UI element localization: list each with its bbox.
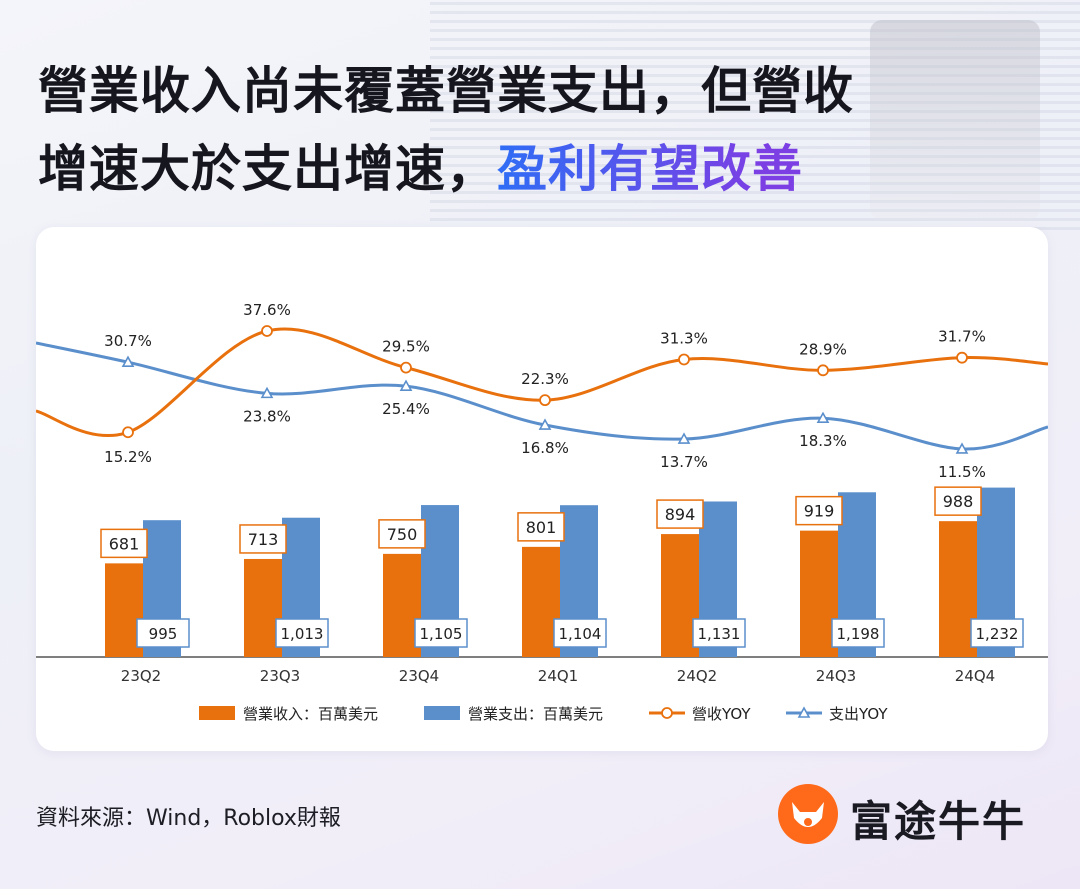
revenue-label-box xyxy=(656,499,704,529)
x-tick-label: 23Q4 xyxy=(399,667,439,685)
x-tick-label: 23Q2 xyxy=(121,667,161,685)
legend-label-revenue-yoy: 營收YOY xyxy=(692,705,751,723)
revenue-yoy-line xyxy=(36,327,1048,438)
revenue-label-box xyxy=(100,528,148,559)
expense-data-label: 1,131 xyxy=(698,625,741,643)
legend-marker-expense-yoy xyxy=(797,706,811,718)
expense-yoy-point xyxy=(955,442,969,454)
expense-yoy-point xyxy=(399,379,413,391)
expense-data-label: 995 xyxy=(149,625,178,643)
title-line-2-plain: 增速大於支出增速， xyxy=(38,140,497,198)
expense-label-box xyxy=(136,618,190,648)
expense-yoy-label: 11.5% xyxy=(938,463,986,481)
expense-label-box xyxy=(553,618,607,648)
expense-label-box xyxy=(970,618,1024,648)
revenue-yoy-label: 31.7% xyxy=(938,328,986,346)
title-line-1: 營業收入尚未覆蓋營業支出，但營收 xyxy=(38,62,854,120)
revenue-yoy-label: 31.3% xyxy=(660,329,708,347)
x-tick-label: 24Q3 xyxy=(816,667,856,685)
expense-data-label: 1,013 xyxy=(281,625,324,643)
revenue-yoy-point xyxy=(261,325,273,337)
expense-data-label: 1,232 xyxy=(976,625,1019,643)
revenue-yoy-point xyxy=(400,361,412,374)
revenue-label-box xyxy=(934,486,982,516)
revenue-yoy-label: 15.2% xyxy=(104,448,152,466)
title-line-2: 增速大於支出增速，盈利有望改善 xyxy=(38,130,1038,208)
chart: 681 995 23Q2 713 1,013 23Q3 750 1,105 23Q4 801 1,1… xyxy=(36,301,1048,723)
background-illustration xyxy=(870,20,1040,220)
legend-label-expense-yoy: 支出YOY xyxy=(829,705,888,723)
x-tick-label: 23Q3 xyxy=(260,667,300,685)
revenue-data-label: 681 xyxy=(109,534,140,553)
revenue-yoy-label: 29.5% xyxy=(382,338,430,356)
revenue-label-box xyxy=(795,495,843,526)
chart-card: 681 995 23Q2 713 1,013 23Q3 750 1,105 23Q4 801 1,1… xyxy=(36,227,1048,751)
revenue-data-label: 713 xyxy=(248,530,279,549)
source-note: 資料來源：Wind，Roblox財報 xyxy=(36,806,341,831)
title-highlight: 盈利有望改善 xyxy=(497,140,803,198)
revenue-data-label: 894 xyxy=(665,505,696,524)
revenue-data-label: 919 xyxy=(804,502,835,521)
brand-logo: 富途牛牛 xyxy=(778,784,1058,848)
expense-yoy-point xyxy=(260,386,274,399)
legend-label-revenue: 營業收入：百萬美元 xyxy=(243,705,378,723)
expense-yoy-label: 30.7% xyxy=(104,332,152,350)
expense-yoy-point xyxy=(816,411,830,424)
legend-swatch-revenue xyxy=(199,706,235,720)
revenue-yoy-point xyxy=(122,426,134,439)
brand-name: 富途牛牛 xyxy=(850,797,1027,846)
x-tick-label: 24Q1 xyxy=(538,667,578,685)
revenue-label-box xyxy=(239,524,287,554)
expense-data-label: 1,105 xyxy=(420,625,463,643)
revenue-data-label: 750 xyxy=(387,525,418,544)
revenue-yoy-point xyxy=(539,394,551,407)
revenue-yoy-point xyxy=(678,353,690,366)
expense-data-label: 1,104 xyxy=(559,625,602,643)
revenue-yoy-label: 37.6% xyxy=(243,301,291,319)
revenue-yoy-label: 22.3% xyxy=(521,370,569,388)
expense-yoy-label: 16.8% xyxy=(521,439,569,457)
expense-yoy-label: 18.3% xyxy=(799,432,847,450)
expense-yoy-point xyxy=(677,432,691,444)
expense-label-box xyxy=(831,618,885,648)
expense-yoy-label: 25.4% xyxy=(382,400,430,418)
expense-label-box xyxy=(414,618,468,648)
revenue-data-label: 988 xyxy=(943,492,974,511)
expense-label-box xyxy=(275,618,329,648)
expense-yoy-point xyxy=(538,418,552,430)
revenue-yoy-label: 28.9% xyxy=(799,340,847,358)
expense-yoy-label: 23.8% xyxy=(243,407,291,425)
legend-swatch-expense xyxy=(424,706,460,720)
legend-marker-revenue-yoy xyxy=(661,707,673,719)
expense-label-box xyxy=(692,618,746,648)
x-tick-label: 24Q2 xyxy=(677,667,717,685)
revenue-yoy-point xyxy=(817,364,829,377)
x-tick-label: 24Q4 xyxy=(955,667,995,685)
revenue-label-box xyxy=(378,519,426,549)
expense-data-label: 1,198 xyxy=(837,625,880,643)
expense-yoy-point xyxy=(121,355,135,367)
bull-icon xyxy=(778,784,838,844)
legend-label-expense: 營業支出：百萬美元 xyxy=(468,705,603,723)
revenue-yoy-point xyxy=(956,351,968,364)
page-title: 營業收入尚未覆蓋營業支出，但營收 增速大於支出增速，盈利有望改善 xyxy=(38,52,1038,208)
expense-yoy-label: 13.7% xyxy=(660,453,708,471)
revenue-label-box xyxy=(517,512,565,542)
revenue-data-label: 801 xyxy=(526,518,557,537)
